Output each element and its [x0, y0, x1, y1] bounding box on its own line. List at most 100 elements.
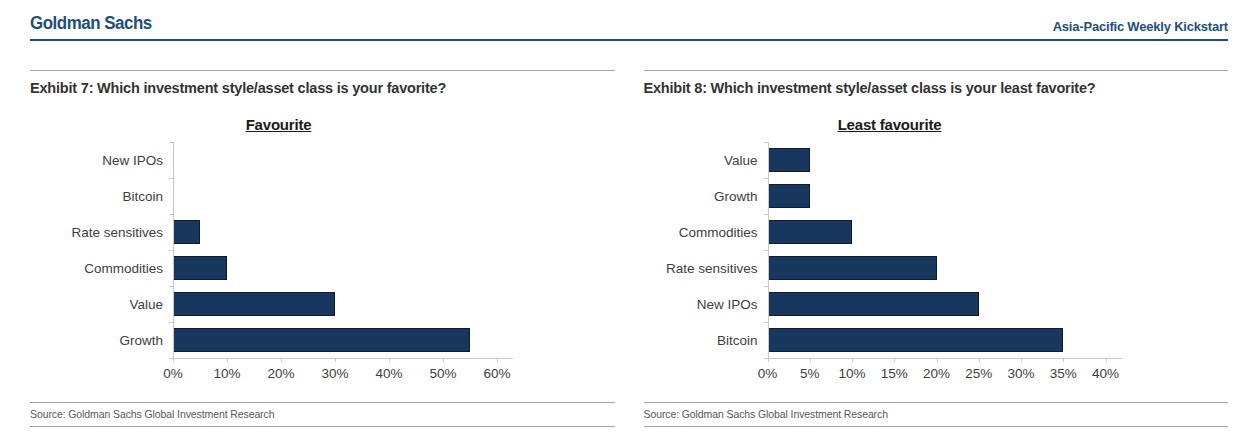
bar-track [768, 250, 1136, 286]
chart-row: Rate sensitives [644, 250, 1136, 286]
divider [30, 426, 615, 427]
chart-row: Bitcoin [30, 178, 527, 214]
chart-row: Commodities [644, 214, 1136, 250]
x-tick-label: 50% [429, 366, 456, 381]
x-tick-label: 20% [923, 366, 950, 381]
x-axis-line [173, 358, 513, 359]
x-tick-label: 25% [965, 366, 992, 381]
exhibit-7-panel: Exhibit 7: Which investment style/asset … [30, 70, 615, 427]
x-tick [1021, 358, 1022, 362]
x-tick [443, 358, 444, 362]
category-label: Bitcoin [644, 333, 758, 348]
x-tick [979, 358, 980, 362]
source-block: Source: Goldman Sachs Global Investment … [30, 402, 615, 427]
chart-row: Commodities [30, 250, 527, 286]
category-label: New IPOs [30, 153, 163, 168]
x-tick [937, 358, 938, 362]
x-tick-label: 10% [213, 366, 240, 381]
bar-growth [768, 184, 810, 208]
bar-track [768, 214, 1136, 250]
x-tick-label: 5% [800, 366, 820, 381]
x-tick-label: 40% [1092, 366, 1119, 381]
bar-rate-sensitives [768, 256, 937, 280]
bar-track [173, 250, 527, 286]
divider [30, 70, 615, 71]
exhibit-8-title: Exhibit 8: Which investment style/asset … [644, 80, 1229, 96]
x-tick [894, 358, 895, 362]
y-tick [764, 250, 768, 251]
bar-value [173, 292, 335, 316]
x-tick [389, 358, 390, 362]
brand-logo: Goldman Sachs [30, 13, 152, 34]
x-tick [1106, 358, 1107, 362]
chart-row: Bitcoin [644, 322, 1136, 358]
y-axis-line [768, 142, 769, 358]
y-tick [169, 286, 173, 287]
x-tick [281, 358, 282, 362]
x-tick-label: 20% [267, 366, 294, 381]
x-tick [852, 358, 853, 362]
chart-row: Growth [644, 178, 1136, 214]
bar-track [768, 286, 1136, 322]
x-axis-line [768, 358, 1122, 359]
x-tick-label: 0% [758, 366, 778, 381]
bar-track [173, 142, 527, 178]
category-label: Commodities [30, 261, 163, 276]
chart-row: Growth [30, 322, 527, 358]
category-label: New IPOs [644, 297, 758, 312]
y-tick [764, 214, 768, 215]
exhibit-7-title: Exhibit 7: Which investment style/asset … [30, 80, 615, 96]
y-tick [764, 286, 768, 287]
x-tick-label: 15% [881, 366, 908, 381]
bar-commodities [768, 220, 853, 244]
divider [644, 426, 1229, 427]
chart-title-least-favourite: Least favourite [644, 116, 1136, 133]
bar-track [173, 286, 527, 322]
x-tick [768, 358, 769, 362]
x-tick [227, 358, 228, 362]
bar-track [768, 322, 1136, 358]
chart-title-favourite: Favourite [30, 116, 527, 133]
category-label: Rate sensitives [644, 261, 758, 276]
chart-row: Value [30, 286, 527, 322]
x-tick [335, 358, 336, 362]
publication-title: Asia-Pacific Weekly Kickstart [1053, 19, 1228, 34]
bar-value [768, 148, 810, 172]
x-tick-label: 35% [1050, 366, 1077, 381]
chart-row: New IPOs [644, 286, 1136, 322]
bar-track [173, 178, 527, 214]
y-tick [169, 322, 173, 323]
least-favourite-bar-chart: Least favourite Value Growth Commodities Ra… [644, 116, 1136, 386]
x-tick-label: 60% [483, 366, 510, 381]
category-label: Bitcoin [30, 189, 163, 204]
y-tick [764, 322, 768, 323]
category-label: Growth [644, 189, 758, 204]
category-label: Growth [30, 333, 163, 348]
exhibit-8-panel: Exhibit 8: Which investment style/asset … [644, 70, 1229, 427]
x-tick [810, 358, 811, 362]
source-block: Source: Goldman Sachs Global Investment … [644, 402, 1229, 427]
category-label: Value [644, 153, 758, 168]
x-tick [497, 358, 498, 362]
bar-track [173, 322, 527, 358]
bar-rate-sensitives [173, 220, 200, 244]
y-tick [169, 178, 173, 179]
divider [644, 70, 1229, 71]
x-tick [173, 358, 174, 362]
chart-row: Value [644, 142, 1136, 178]
exhibit-columns: Exhibit 7: Which investment style/asset … [30, 70, 1228, 427]
y-tick [169, 142, 173, 143]
x-tick-label: 40% [375, 366, 402, 381]
x-tick-label: 30% [1007, 366, 1034, 381]
x-tick-label: 10% [838, 366, 865, 381]
plot-area: Value Growth Commodities Rate sensitives New… [644, 142, 1136, 386]
favourite-bar-chart: Favourite New IPOs Bitcoin Rate sensitives… [30, 116, 527, 386]
x-tick-label: 30% [321, 366, 348, 381]
category-label: Rate sensitives [30, 225, 163, 240]
source-note: Source: Goldman Sachs Global Investment … [644, 403, 1229, 426]
y-axis-line [173, 142, 174, 358]
bar-track [768, 142, 1136, 178]
bar-track [768, 178, 1136, 214]
bar-bitcoin [768, 328, 1064, 352]
chart-row: New IPOs [30, 142, 527, 178]
